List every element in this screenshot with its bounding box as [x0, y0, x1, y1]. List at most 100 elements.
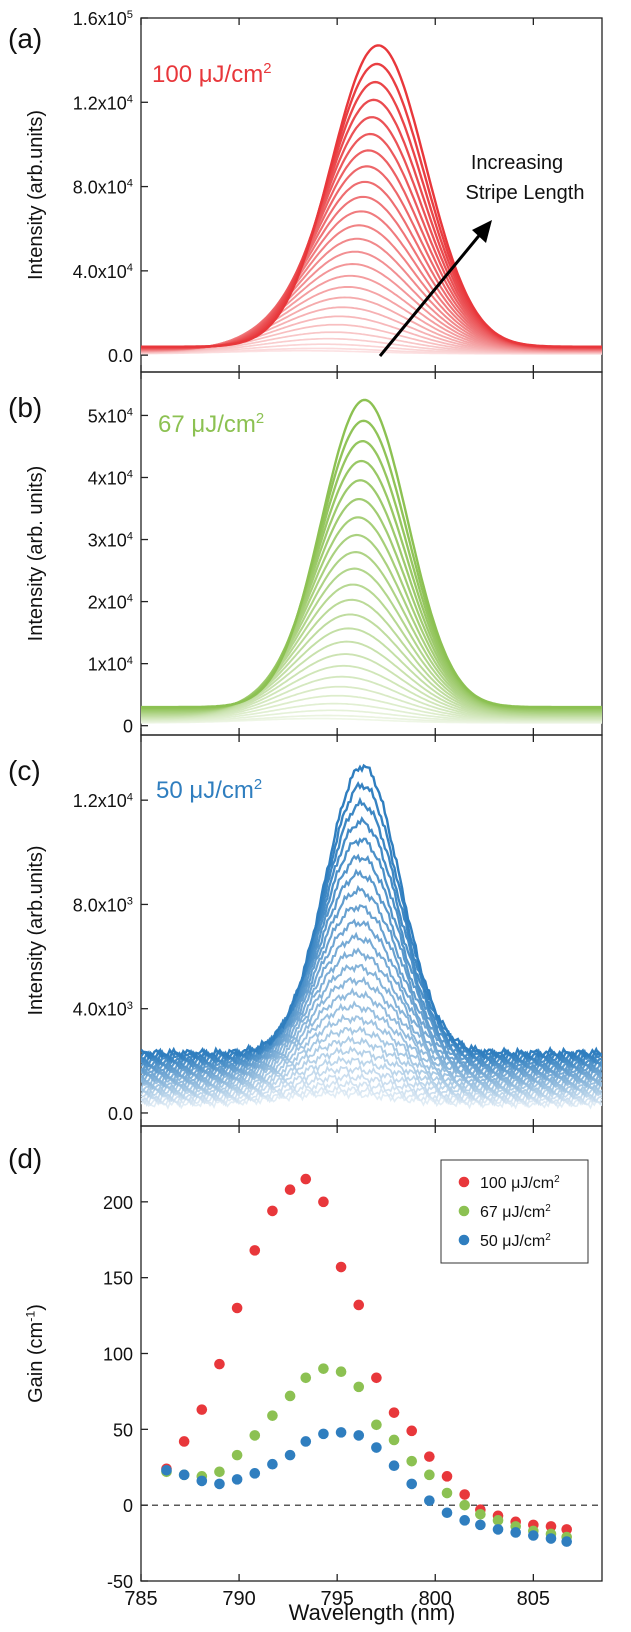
gain-point — [561, 1524, 572, 1535]
y-tick-label: 150 — [103, 1269, 133, 1289]
x-tick-label: 785 — [124, 1588, 157, 1610]
gain-point — [214, 1466, 225, 1478]
spectrum-line — [141, 781, 602, 1062]
gain-point — [406, 1425, 418, 1437]
y-axis-label: Intensity (arb. units) — [25, 466, 47, 642]
spectra-group — [141, 763, 602, 1110]
gain-point — [267, 1205, 278, 1217]
gain-point — [424, 1495, 435, 1506]
gain-point — [161, 1464, 172, 1476]
spectrum-line — [141, 180, 602, 351]
spectrum-line — [141, 62, 602, 349]
fluence-label: 100 μJ/cm2 — [152, 61, 271, 88]
gain-point — [561, 1536, 572, 1547]
x-tick-label: 790 — [222, 1588, 255, 1610]
spectra-group — [141, 44, 602, 355]
gain-point — [178, 1436, 190, 1447]
spectrum-line — [141, 868, 602, 1073]
legend-marker — [458, 1234, 470, 1246]
gain-point — [528, 1530, 539, 1541]
spectrum-line — [141, 763, 602, 1061]
gain-point — [300, 1436, 312, 1447]
x-axis-label: Wavelength (nm) — [289, 1600, 456, 1625]
gain-point — [371, 1372, 382, 1384]
spectrum-line — [141, 975, 602, 1087]
gain-point — [406, 1455, 418, 1467]
gain-point — [388, 1434, 400, 1446]
x-tick-label: 795 — [320, 1588, 353, 1610]
gain-point — [388, 1460, 400, 1472]
spectrum-line — [141, 1025, 602, 1094]
gain-point — [335, 1366, 347, 1377]
gain-point — [424, 1469, 435, 1481]
y-axis-label: Intensity (arb.units) — [25, 110, 47, 280]
gain-point — [441, 1507, 453, 1519]
y-tick-label: 4x104 — [88, 468, 133, 488]
spectrum-line — [141, 440, 602, 710]
gain-point — [459, 1499, 470, 1511]
y-tick-label: 1.2x104 — [73, 93, 133, 113]
gain-point — [284, 1390, 296, 1402]
legend-label: 50 μJ/cm2 — [480, 1232, 551, 1250]
spectrum-line — [141, 479, 602, 711]
gain-point — [249, 1468, 261, 1479]
annotation-arrow-head — [472, 220, 492, 243]
x-tick-label: 805 — [517, 1588, 550, 1610]
y-tick-label: 2x104 — [88, 593, 133, 613]
gain-point — [178, 1469, 190, 1481]
gain-point — [441, 1487, 453, 1499]
gain-point — [249, 1245, 261, 1256]
fluence-label: 50 μJ/cm2 — [156, 777, 262, 804]
spectrum-line — [141, 1035, 602, 1096]
y-tick-label: 200 — [103, 1193, 133, 1213]
gain-point — [231, 1474, 243, 1485]
gain-point — [267, 1458, 278, 1470]
gain-point — [406, 1478, 418, 1490]
y-tick-label: 0 — [123, 717, 133, 737]
gain-point — [371, 1442, 382, 1453]
y-tick-label: 1.2x104 — [73, 791, 133, 811]
y-tick-label: 100 — [103, 1345, 133, 1365]
legend-marker — [458, 1205, 470, 1217]
gain-point — [388, 1407, 400, 1418]
gain-point — [300, 1173, 312, 1185]
gain-point — [196, 1404, 208, 1415]
y-tick-label: 4.0x103 — [73, 1000, 133, 1020]
legend-label: 100 μJ/cm2 — [480, 1174, 560, 1192]
annotation-text: Stripe Length — [466, 182, 585, 204]
y-axis-label: Intensity (arb.units) — [25, 845, 47, 1015]
gain-point — [492, 1515, 504, 1526]
gain-point — [335, 1427, 347, 1438]
gain-point — [353, 1430, 365, 1441]
gain-point — [318, 1196, 329, 1208]
x-tick-label: 800 — [419, 1588, 452, 1610]
legend-label: 67 μJ/cm2 — [480, 1203, 551, 1221]
spectrum-line — [141, 44, 602, 348]
gain-point — [214, 1358, 225, 1370]
y-tick-label: -50 — [107, 1572, 133, 1592]
gain-point — [545, 1533, 557, 1544]
y-tick-label: 8.0x103 — [73, 895, 133, 915]
spectrum-line — [141, 1088, 602, 1110]
spectrum-line — [141, 296, 602, 353]
gain-point — [353, 1381, 365, 1393]
panel-letter: (d) — [8, 1143, 42, 1174]
data-layer — [141, 44, 602, 1547]
spectrum-line — [141, 497, 602, 712]
spectrum-line — [141, 274, 602, 352]
gain-point — [335, 1261, 347, 1273]
y-tick-label: 8.0x104 — [73, 178, 133, 198]
gain-point — [492, 1524, 504, 1535]
y-tick-label: 3x104 — [88, 531, 133, 551]
gain-point — [300, 1372, 312, 1384]
gain-point — [231, 1302, 243, 1314]
gain-point — [214, 1478, 225, 1490]
gain-point — [424, 1451, 435, 1462]
spectrum-line — [141, 224, 602, 351]
panel-letter: (b) — [8, 392, 42, 423]
spectrum-line — [141, 598, 602, 716]
y-tick-label: 5x104 — [88, 406, 133, 426]
spectrum-line — [141, 1078, 602, 1107]
spectrum-line — [141, 98, 602, 349]
